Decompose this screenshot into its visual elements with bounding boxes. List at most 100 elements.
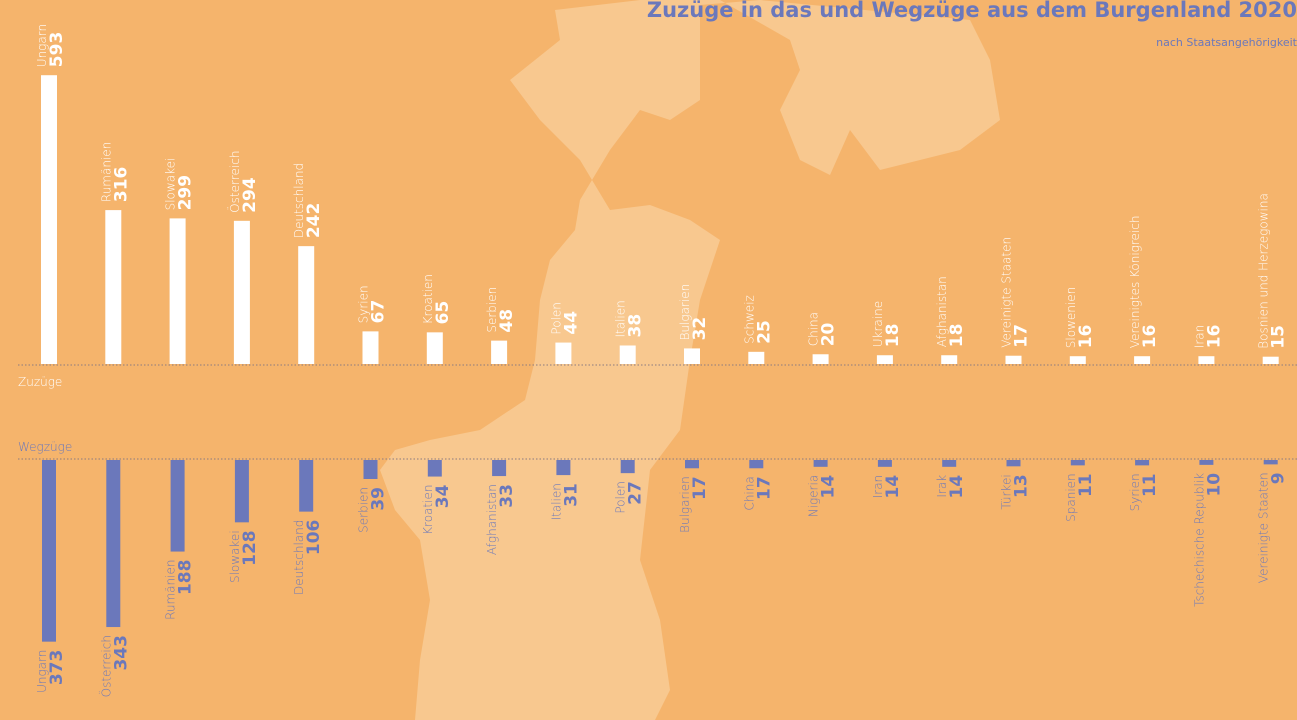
value-label: 48 — [497, 309, 517, 333]
value-label: 33 — [497, 484, 517, 508]
category-label: Ungarn — [35, 650, 49, 693]
bar — [41, 75, 57, 365]
category-label: Ungarn — [35, 24, 49, 67]
chart-title: Zuzüge in das und Wegzüge aus dem Burgen… — [647, 0, 1297, 22]
category-label: Nigeria — [807, 475, 821, 518]
value-label: 32 — [690, 317, 710, 341]
category-label: Polen — [549, 302, 563, 334]
bar — [555, 342, 572, 364]
value-label: 18 — [883, 324, 903, 348]
value-label: 67 — [369, 300, 389, 324]
category-label: Bulgarien — [678, 476, 692, 533]
bar — [42, 460, 56, 642]
category-label: Vereinigtes Königreich — [1128, 216, 1142, 349]
bar — [1134, 356, 1151, 364]
category-label: Schweiz — [742, 295, 756, 344]
legend-label: Zuzüge — [18, 375, 62, 389]
bar — [106, 460, 121, 628]
bar — [491, 340, 508, 364]
bar — [1135, 460, 1150, 466]
category-label: Slowakei — [164, 158, 178, 211]
bar — [1069, 356, 1086, 364]
category-label: Kroatien — [421, 485, 435, 535]
value-label: 13 — [1012, 474, 1032, 498]
bar — [169, 218, 186, 364]
value-label: 16 — [1076, 325, 1096, 349]
bar — [234, 460, 249, 523]
category-label: Vereinigte Staaten — [1257, 472, 1271, 583]
category-label: Afghanistan — [485, 484, 499, 555]
category-label: Slowenien — [1064, 287, 1078, 348]
category-label: Syrien — [1128, 473, 1142, 511]
category-label: Slowakei — [228, 530, 242, 583]
bar — [105, 210, 122, 364]
category-label: Türkei — [1000, 474, 1014, 509]
category-label: Italien — [549, 483, 563, 520]
value-label: 15 — [1269, 325, 1289, 349]
category-label: Iran — [871, 475, 885, 498]
value-label: 11 — [1140, 473, 1160, 497]
bar — [427, 460, 442, 477]
value-label: 593 — [47, 32, 67, 68]
category-label: Kroatien — [421, 274, 435, 324]
value-label: 9 — [1269, 472, 1289, 484]
legend-label: Wegzüge — [18, 440, 72, 454]
bar — [685, 460, 699, 469]
bar — [362, 331, 379, 364]
bar — [298, 246, 315, 364]
value-label: 242 — [304, 203, 324, 239]
category-label: Spanien — [1064, 473, 1078, 522]
category-label: Rumänien — [164, 560, 178, 620]
bar — [877, 460, 892, 467]
value-label: 14 — [947, 475, 967, 499]
bar — [1198, 356, 1215, 364]
bar — [748, 351, 765, 364]
value-label: 373 — [47, 650, 67, 686]
value-label: 188 — [176, 560, 196, 596]
bar — [684, 348, 700, 364]
value-label: 316 — [111, 167, 131, 203]
category-label: Österreich — [227, 151, 242, 213]
value-label: 14 — [819, 475, 839, 499]
value-label: 27 — [626, 481, 646, 505]
bar — [170, 460, 185, 552]
category-label: Irak — [935, 475, 949, 498]
category-label: Deutschland — [292, 520, 306, 595]
category-label: Iran — [1192, 325, 1206, 348]
category-label: Syrien — [357, 285, 371, 323]
bar — [620, 460, 635, 474]
bar — [749, 460, 764, 469]
bar — [1006, 460, 1021, 467]
value-label: 38 — [626, 314, 646, 338]
bar — [813, 460, 828, 467]
value-label: 44 — [561, 311, 581, 335]
chart-subtitle: nach Staatsangehörigkeit — [1156, 36, 1297, 49]
value-label: 65 — [433, 301, 453, 325]
value-label: 25 — [754, 320, 774, 344]
bar — [426, 332, 443, 364]
category-label: Serbien — [357, 487, 371, 533]
bar — [1070, 460, 1085, 466]
value-label: 14 — [883, 475, 903, 499]
category-label: China — [807, 312, 821, 346]
value-label: 11 — [1076, 473, 1096, 497]
bar — [299, 460, 314, 512]
category-label: Afghanistan — [935, 276, 949, 347]
value-label: 343 — [111, 635, 131, 671]
value-label: 10 — [1204, 473, 1224, 497]
category-label: Polen — [614, 481, 628, 513]
value-label: 39 — [369, 487, 389, 511]
bar — [812, 354, 829, 364]
category-label: Bosnien und Herzegowina — [1257, 193, 1271, 349]
value-label: 18 — [947, 324, 967, 348]
bar — [941, 355, 958, 364]
category-label: Deutschland — [292, 163, 306, 238]
category-label: Rumänien — [99, 142, 113, 202]
value-label: 20 — [819, 322, 839, 346]
value-label: 106 — [304, 520, 324, 556]
bar — [1263, 460, 1278, 465]
category-label: Italien — [614, 300, 628, 337]
value-label: 17 — [754, 476, 774, 500]
value-label: 31 — [561, 483, 581, 507]
